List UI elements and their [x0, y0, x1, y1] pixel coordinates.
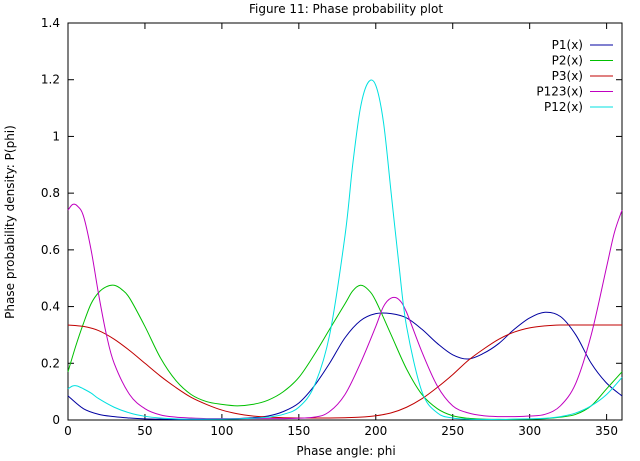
- chart-title: Figure 11: Phase probability plot: [249, 2, 443, 16]
- chart-legend: P1(x) P2(x)P3(x) P123(x)P12(x): [536, 38, 613, 114]
- x-tick-label: 200: [364, 424, 387, 438]
- legend-label: P3(x): [552, 69, 583, 83]
- x-tick-label: 350: [595, 424, 618, 438]
- legend-label: P12(x): [544, 100, 583, 114]
- series-line-p123-x: [67, 203, 623, 420]
- y-axis-label: Phase probability density: P(phi): [3, 125, 17, 319]
- legend-label: P123(x): [536, 85, 583, 99]
- y-tick-label: 0.2: [41, 356, 60, 370]
- legend-label: P2(x): [552, 54, 583, 68]
- x-tick-label: 300: [518, 424, 541, 438]
- y-tick-label: 0.4: [41, 300, 60, 314]
- x-tick-label: 150: [287, 424, 310, 438]
- series-line-p2-x: [67, 284, 623, 420]
- y-tick-label: 1.4: [41, 16, 60, 30]
- x-tick-label: 250: [441, 424, 464, 438]
- x-tick-label: 0: [64, 424, 72, 438]
- plot-axes: 0 50 100 150 200 250 300 350 0 0.2 0.4 0.6 0.8 1 1.2 1.…: [41, 16, 623, 438]
- x-tick-label: 100: [210, 424, 233, 438]
- y-tick-label: 0.6: [41, 243, 60, 257]
- plot-frame: [67, 22, 623, 421]
- y-tick-label: 1.2: [41, 73, 60, 87]
- series-line-p12-x: [67, 79, 623, 420]
- y-tick-label: 0: [52, 413, 60, 427]
- series-line-p1-x: [67, 311, 623, 420]
- y-tick-label: 1: [52, 129, 60, 143]
- x-axis-label: Phase angle: phi: [296, 444, 395, 458]
- series-line-p3-x: [67, 324, 622, 419]
- x-tick-label: 50: [137, 424, 152, 438]
- y-tick-label: 0.8: [41, 186, 60, 200]
- legend-label: P1(x): [552, 38, 583, 52]
- plot-series: [67, 79, 623, 420]
